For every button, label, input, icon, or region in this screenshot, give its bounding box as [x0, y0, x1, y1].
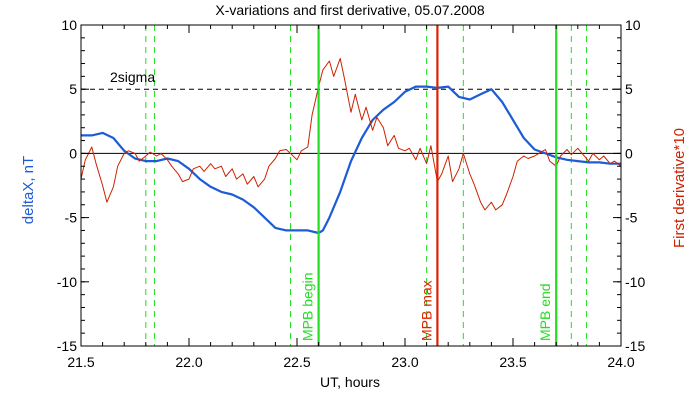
two-sigma-label: 2sigma: [110, 69, 155, 85]
derivative-series-line: [80, 57, 622, 211]
y-tick-label-right: 10: [625, 17, 641, 33]
y-tick-label-right: -5: [625, 210, 638, 226]
x-tick-label: 22.0: [175, 354, 202, 370]
mpb-marker-label: MPB end: [537, 283, 553, 341]
y-axis-label-right: First derivative*10: [671, 128, 688, 248]
y-tick-label-right: 0: [625, 145, 633, 161]
y-tick-label-left: -10: [57, 274, 77, 290]
x-tick-label: 22.5: [283, 354, 310, 370]
x-tick-label: 24.0: [607, 354, 634, 370]
y-tick-label-left: 0: [69, 145, 77, 161]
y-tick-label-left: -5: [65, 210, 78, 226]
mpb-marker-label: MPB max: [418, 280, 434, 341]
y-tick-label-right: 5: [625, 81, 633, 97]
y-tick-label-left: 5: [69, 81, 77, 97]
x-tick-label: 21.5: [67, 354, 94, 370]
y-axis-label-left: deltaX, nT: [20, 156, 37, 224]
deltax-series-line: [81, 85, 621, 235]
x-tick-label: 23.0: [391, 354, 418, 370]
plot-area: MPB begin MPB max MPB end: [80, 25, 622, 346]
y-tick-label-left: 10: [61, 17, 77, 33]
axes: 21.5 22.0 22.5 23.0 23.5 24.0 10 10 5 5 0 0 -5 -5 -10 -…: [57, 17, 646, 370]
chart-title: X-variations and first derivative, 05.07…: [215, 2, 484, 18]
plot-frame: [80, 24, 622, 347]
y-tick-label-right: -15: [625, 338, 645, 354]
y-tick-label-right: -10: [625, 274, 645, 290]
mpb-marker-label: MPB begin: [300, 273, 316, 341]
x-axis-label: UT, hours: [320, 374, 380, 390]
y-tick-label-left: -15: [57, 338, 77, 354]
x-tick-label: 23.5: [499, 354, 526, 370]
